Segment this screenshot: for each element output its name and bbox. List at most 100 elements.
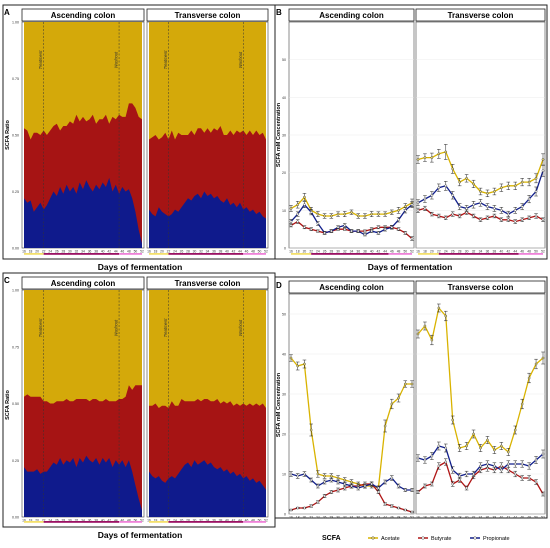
data-point [534,362,538,366]
propionate-area [24,455,142,517]
x-tick-label: 30 [193,250,197,254]
data-point [430,482,434,486]
x-tick-label: 46 [390,516,394,520]
phase-strip-washout [119,253,142,255]
data-point [383,502,387,506]
data-point [520,218,524,222]
phase-strip-treatment [43,253,120,255]
y-tick-label: 20 [282,433,286,437]
x-tick-label: 36 [486,250,490,254]
data-point [323,474,326,478]
data-point [343,227,347,231]
data-point [343,482,347,486]
series-acetate [289,354,414,491]
x-tick-label: 28 [61,250,65,254]
data-point [493,214,496,218]
data-point [390,504,394,508]
data-point [506,212,510,216]
x-tick-label: 50 [258,519,262,523]
data-point [416,201,420,205]
phase-strip-treatment [168,521,244,523]
data-point [527,476,531,480]
x-tick-label: 40 [225,250,229,254]
x-tick-label: 26 [55,250,59,254]
data-point [289,472,293,476]
data-point [289,508,293,512]
data-point [430,338,434,342]
data-point [513,462,517,466]
data-point [534,177,538,180]
x-tick-label: 36 [88,250,92,254]
data-point [527,180,531,184]
washout-label: Washout [114,51,119,68]
phase-strip-treatment [43,521,120,523]
series-acetate [416,303,545,456]
data-point [370,482,373,486]
data-point [513,220,517,223]
x-tick-label: 38 [94,519,98,523]
data-point [534,190,538,193]
data-point [316,472,320,476]
data-point [430,156,434,159]
data-point [465,207,468,210]
x-tick-label: 20 [430,250,434,254]
legend-item-acetate: Acetate [368,536,400,542]
data-point [296,220,300,223]
propionate-area [149,460,266,517]
data-point [520,476,524,480]
data-point [356,214,360,218]
data-point [383,424,387,428]
x-tick-label: 32 [472,250,476,254]
data-point [458,205,461,208]
x-tick-label: 50 [134,250,138,254]
data-point [486,216,489,220]
data-point [336,476,340,480]
x-tick-label: 50 [534,516,538,520]
data-point [289,224,293,227]
x-tick-label: 18 [154,250,158,254]
data-point [506,184,510,188]
data-point [451,167,455,171]
data-point [309,428,313,432]
x-tick-label: 38 [219,250,223,254]
panel-border [274,4,548,260]
data-point [296,474,300,478]
x-tick-label: 18 [296,250,300,254]
data-point [370,229,373,233]
y-axis-label: SCFA Ratio [5,119,11,149]
legend-item-butyrate: Butyrate [418,536,451,542]
legend-label: Butyrate [431,536,451,542]
data-point [403,209,407,212]
data-point [343,486,347,490]
data-point [416,456,420,460]
phase-strip-baseline [149,253,169,255]
facet-title: Ascending colon [51,11,116,20]
data-point [296,364,300,368]
x-tick-label: 42 [232,519,236,523]
data-point [390,210,394,214]
x-tick-label: 18 [29,519,33,523]
x-tick-label: 44 [513,250,517,254]
x-tick-label: 46 [390,250,394,254]
x-tick-label: 26 [451,516,455,520]
y-axis-label: SCFA mM Concentration [276,372,282,437]
data-point [410,488,414,492]
x-tick-label: 30 [193,519,197,523]
legend-swatch-point [473,536,477,540]
data-point [356,229,360,233]
panel-c: C SCFA Ratio Days of fermentation 0.00 0.25 0… [2,272,276,540]
propionate-area [24,177,142,248]
data-point [500,468,503,472]
data-point [383,212,387,216]
y-tick-label: 50 [282,313,286,317]
data-point [513,184,517,188]
legend-label: Propionate [483,536,510,542]
x-tick-label: 22 [42,250,46,254]
x-tick-label: 46 [245,519,249,523]
legend-label: Acetate [381,536,400,542]
plot-area [415,293,546,515]
data-point [377,486,380,490]
data-point [520,462,524,466]
